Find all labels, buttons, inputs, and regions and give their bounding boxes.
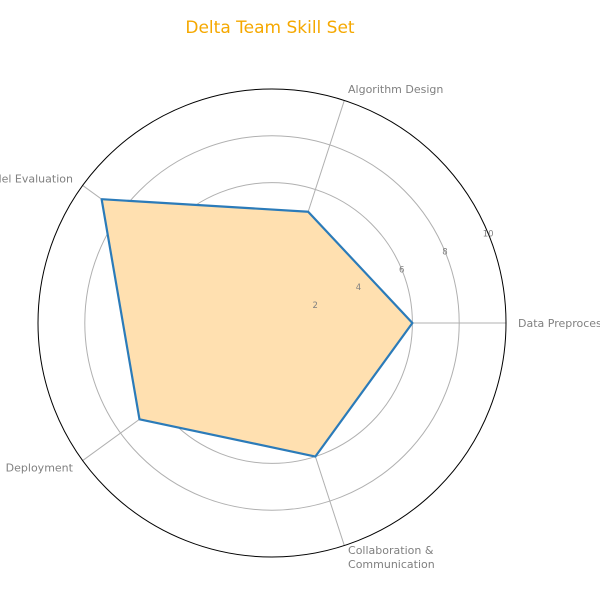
series-line bbox=[100, 198, 414, 458]
axis-label: Deployment bbox=[6, 462, 74, 475]
axis-label: Model Evaluation bbox=[0, 172, 73, 185]
chart-title: Delta Team Skill Set bbox=[185, 18, 355, 38]
radial-tick-label: 6 bbox=[399, 265, 404, 275]
radial-tick-label: 8 bbox=[442, 247, 447, 257]
axis-label: Algorithm Design bbox=[348, 83, 443, 96]
radial-tick-label: 10 bbox=[483, 229, 494, 239]
series-area bbox=[101, 199, 413, 457]
axis-label: Collaboration & bbox=[348, 544, 434, 557]
outer-circle bbox=[37, 88, 507, 558]
radial-tick-label: 4 bbox=[356, 283, 361, 293]
axis-label: Communication bbox=[348, 558, 435, 571]
axis-label: Data Preprocessing bbox=[518, 317, 600, 330]
radial-tick-label: 2 bbox=[313, 301, 318, 311]
